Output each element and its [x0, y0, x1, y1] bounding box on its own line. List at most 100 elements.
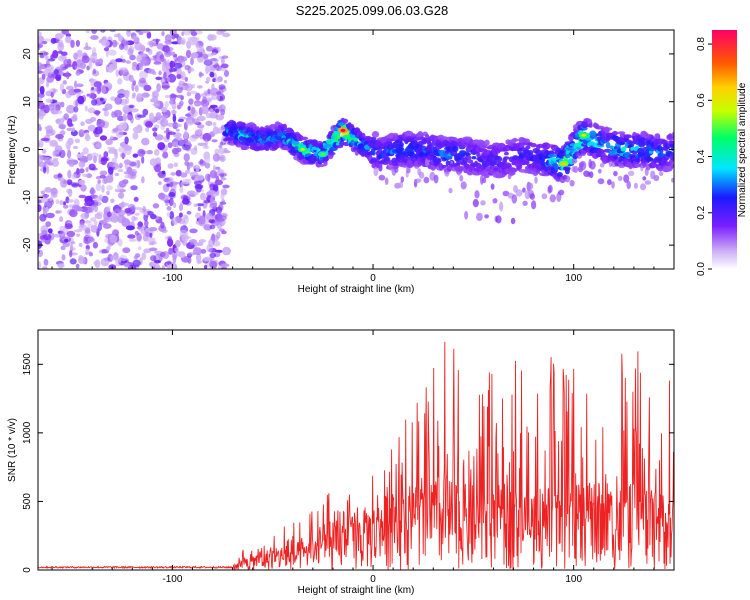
noise-speckle: [189, 239, 196, 245]
noise-speckle: [85, 251, 89, 255]
noise-speckle: [46, 75, 54, 83]
noise-speckle: [115, 58, 123, 63]
noise-speckle: [46, 165, 50, 175]
noise-speckle: [219, 67, 227, 72]
spectrogram-heatmap: [38, 30, 674, 269]
noise-speckle: [160, 118, 169, 127]
noise-speckle: [135, 30, 140, 33]
noise-speckle: [59, 83, 65, 92]
signal-blob: [605, 141, 611, 149]
y-tick-label: 1500: [22, 353, 33, 376]
noise-speckle: [197, 142, 207, 146]
noise-speckle: [125, 60, 131, 64]
noise-speckle: [40, 137, 50, 142]
signal-blob: [564, 167, 570, 175]
signal-blob: [617, 131, 626, 135]
noise-speckle: [99, 135, 108, 141]
noise-speckle: [216, 91, 222, 95]
noise-speckle: [85, 200, 92, 205]
x-tick-label: 0: [370, 273, 376, 284]
noise-speckle: [38, 70, 44, 74]
noise-speckle: [90, 116, 97, 122]
colorbar-tick-label: 0.2: [696, 205, 707, 219]
snr-ylabel: SNR (10 * v/v): [7, 418, 18, 482]
noise-speckle: [218, 84, 226, 90]
signal-blob: [609, 150, 618, 156]
noise-speckle: [209, 169, 218, 179]
noise-speckle: [57, 50, 63, 54]
noise-speckle: [134, 253, 141, 258]
noise-speckle: [155, 76, 163, 81]
noise-speckle: [220, 193, 225, 200]
noise-speckle: [220, 263, 230, 268]
signal-streak: [414, 178, 422, 183]
noise-speckle: [209, 203, 217, 210]
noise-speckle: [47, 58, 56, 62]
signal-streak: [613, 170, 618, 177]
noise-speckle: [84, 105, 88, 112]
noise-speckle: [66, 127, 73, 131]
noise-speckle: [137, 221, 143, 228]
noise-speckle: [166, 59, 170, 67]
noise-speckle: [203, 199, 211, 204]
noise-speckle: [196, 124, 205, 129]
noise-speckle: [210, 58, 218, 61]
noise-speckle: [222, 184, 230, 189]
noise-speckle: [216, 95, 221, 101]
signal-blob: [476, 152, 481, 158]
noise-speckle: [101, 85, 107, 94]
colorbar: 0.0 0.2 0.4 0.6 0.8 Normalized spectral ampl…: [696, 30, 748, 276]
noise-speckle: [109, 30, 117, 33]
noise-speckle: [198, 215, 206, 225]
noise-speckle: [213, 64, 218, 68]
noise-speckle: [100, 156, 108, 166]
noise-speckle: [90, 217, 96, 222]
noise-speckle: [108, 148, 117, 154]
signal-streak: [607, 179, 612, 186]
noise-speckle: [143, 213, 149, 222]
noise-speckle: [41, 148, 47, 154]
noise-speckle: [145, 127, 150, 133]
noise-speckle: [93, 81, 102, 88]
signal-blob: [426, 144, 435, 152]
noise-speckle: [184, 113, 192, 118]
signal-blob: [589, 130, 597, 137]
noise-speckle: [209, 260, 218, 269]
signal-blob: [339, 140, 345, 147]
noise-speckle: [87, 124, 96, 132]
noise-speckle: [206, 244, 213, 253]
noise-speckle: [218, 144, 223, 149]
noise-speckle: [172, 114, 177, 123]
signal-blob: [378, 164, 383, 172]
signal-streak: [418, 171, 425, 179]
noise-speckle: [161, 114, 169, 120]
noise-speckle: [132, 153, 139, 158]
signal-streak: [640, 164, 644, 172]
noise-speckle: [164, 40, 170, 44]
noise-speckle: [62, 204, 69, 209]
noise-speckle: [218, 148, 226, 154]
noise-speckle: [158, 70, 162, 76]
noise-speckle: [182, 144, 191, 151]
noise-speckle: [94, 213, 103, 220]
noise-speckle: [114, 152, 118, 160]
noise-speckle: [209, 183, 216, 191]
signal-streak: [460, 181, 467, 190]
noise-speckle: [153, 90, 159, 99]
signal-blob: [512, 137, 518, 143]
noise-speckle: [106, 211, 112, 218]
noise-speckle: [80, 184, 87, 192]
signal-blob: [328, 151, 336, 156]
signal-streak: [623, 174, 630, 183]
noise-speckle: [107, 65, 114, 73]
noise-speckle: [153, 61, 162, 65]
noise-speckle: [64, 238, 69, 243]
signal-streak: [510, 217, 516, 225]
signal-streak: [529, 193, 536, 200]
noise-speckle: [86, 93, 90, 97]
figure-title: S225.2025.099.06.03.G28: [296, 3, 449, 18]
noise-speckle: [167, 51, 176, 56]
colorbar-label: Normalized spectral amplitude: [737, 82, 748, 217]
noise-speckle: [203, 224, 213, 231]
